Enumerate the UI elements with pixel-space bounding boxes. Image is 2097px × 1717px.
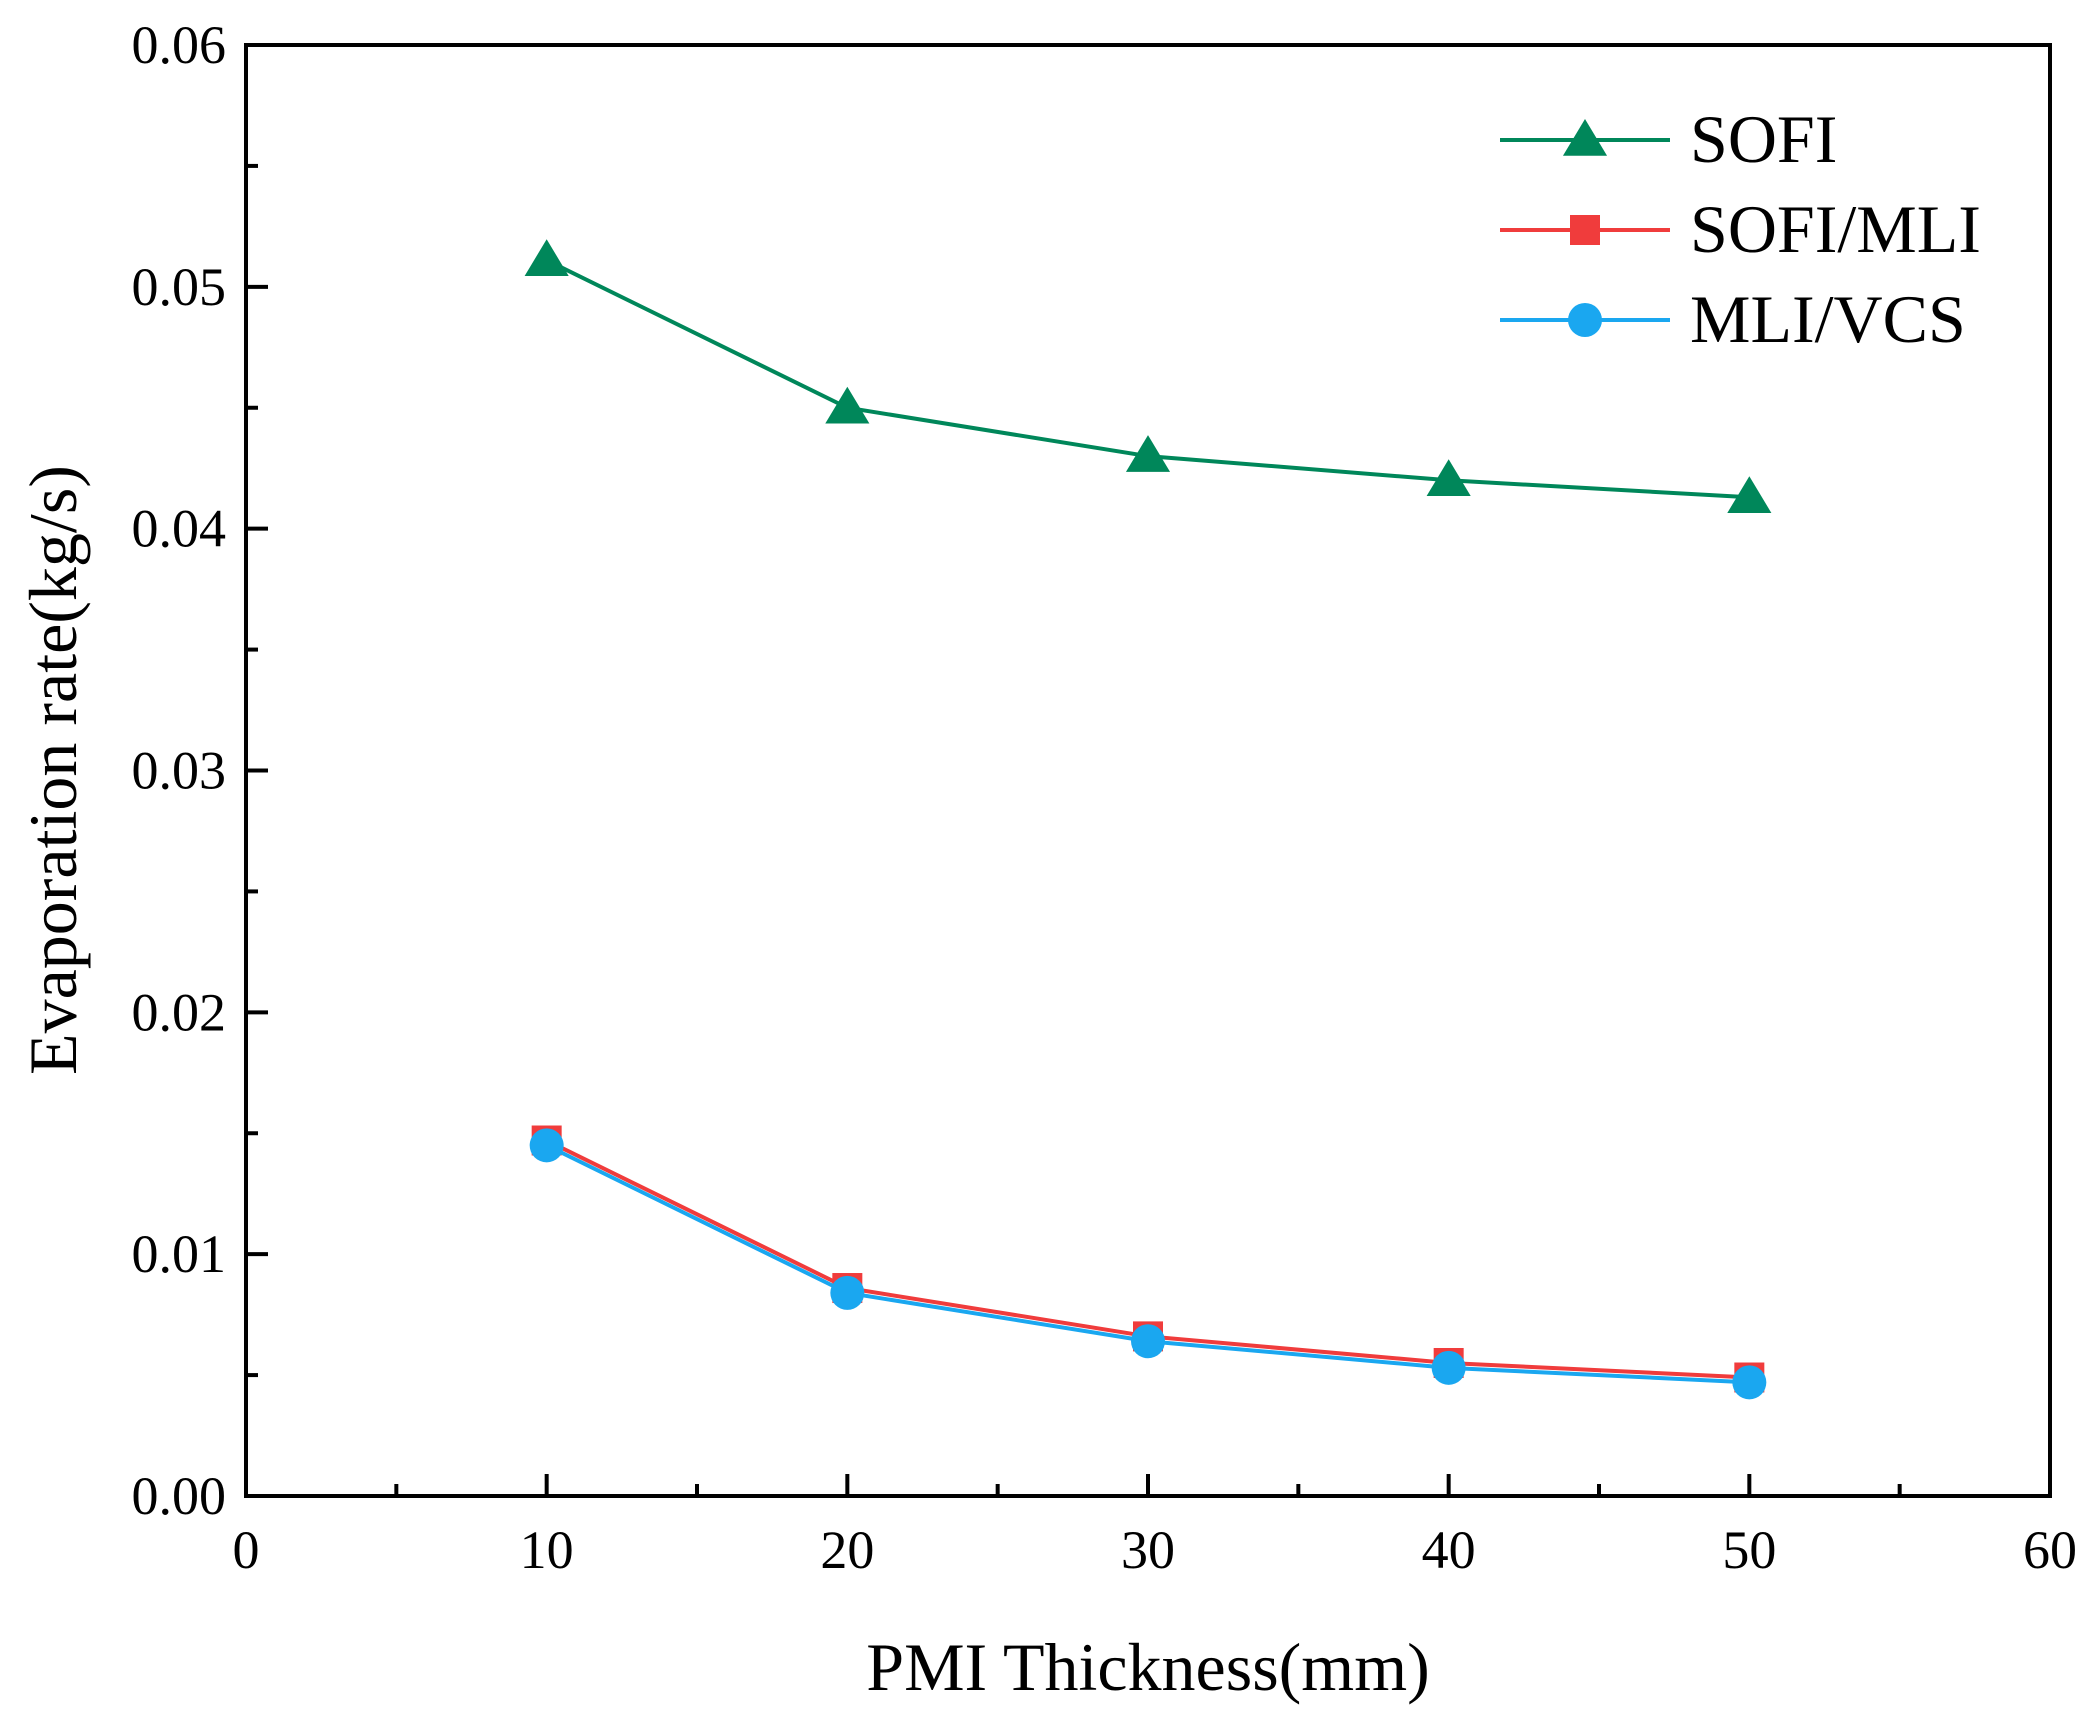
data-point-sofi: [1727, 476, 1772, 513]
y-tick-label: 0.01: [132, 1224, 227, 1284]
series-layer: [524, 239, 1772, 1400]
y-tick-label: 0.06: [132, 15, 227, 75]
legend-item-sofi-mli: SOFI/MLI: [1500, 191, 1981, 267]
x-tick-label: 60: [2023, 1520, 2077, 1580]
y-tick-label: 0.02: [132, 982, 227, 1042]
data-point-mli-vcs: [1431, 1350, 1466, 1385]
y-axis-ticks: 0.00 0.01 0.02 0.03 0.04 0.05 0.06: [132, 15, 268, 1526]
y-tick-label: 0.05: [132, 257, 227, 317]
y-axis-title: Evaporation rate(kg/s): [15, 465, 91, 1075]
x-tick-label: 20: [820, 1520, 874, 1580]
x-tick-label: 30: [1121, 1520, 1175, 1580]
legend-marker-sofi-mli: [1570, 215, 1600, 245]
data-point-mli-vcs: [1131, 1324, 1165, 1359]
plot-area-frame: [244, 43, 2052, 1498]
x-axis-ticks: 0 10 20 30 40 50 60: [233, 1474, 2077, 1580]
legend-item-mli-vcs: MLI/VCS: [1500, 281, 1966, 357]
data-point-mli-vcs: [529, 1128, 564, 1163]
x-axis-title: PMI Thickness(mm): [866, 1629, 1430, 1705]
legend-item-sofi: SOFI: [1500, 101, 1837, 177]
data-point-sofi: [1125, 435, 1171, 472]
data-point-sofi: [1426, 459, 1471, 497]
series-sofi: [524, 239, 1772, 513]
legend-label-sofi-mli: SOFI/MLI: [1690, 191, 1981, 267]
x-tick-label: 10: [520, 1520, 574, 1580]
legend-label-mli-vcs: MLI/VCS: [1690, 281, 1966, 357]
legend: SOFI SOFI/MLI MLI/VCS: [1500, 101, 1981, 357]
y-tick-label: 0.04: [132, 499, 227, 559]
data-point-mli-vcs: [1732, 1365, 1767, 1400]
y-tick-label: 0.00: [132, 1466, 227, 1526]
legend-marker-sofi: [1562, 119, 1608, 156]
x-tick-label: 0: [233, 1520, 260, 1580]
legend-marker-mli-vcs: [1568, 303, 1602, 337]
x-tick-label: 50: [1722, 1520, 1776, 1580]
x-tick-label: 40: [1422, 1520, 1476, 1580]
data-point-sofi: [524, 239, 569, 276]
y-tick-label: 0.03: [132, 741, 227, 801]
data-point-sofi: [825, 386, 870, 424]
data-point-mli-vcs: [830, 1275, 865, 1310]
series-mli-vcs: [529, 1128, 1767, 1400]
legend-label-sofi: SOFI: [1690, 101, 1837, 177]
